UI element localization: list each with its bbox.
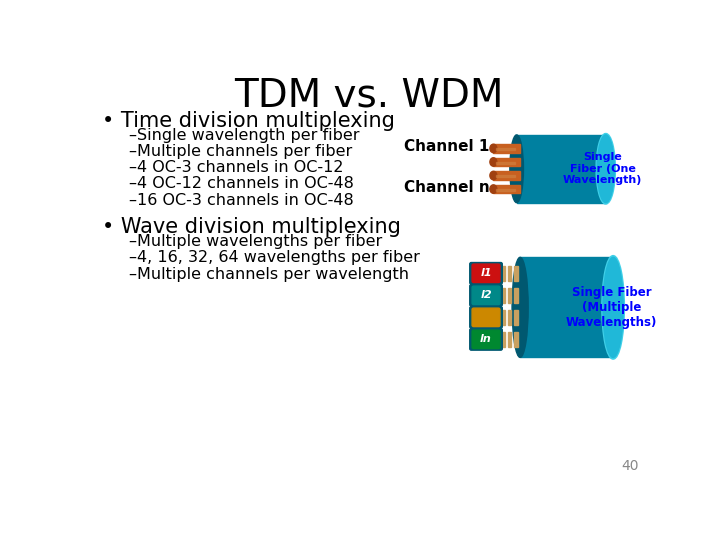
Bar (495, 288, 499, 303)
Bar (502, 332, 505, 347)
Ellipse shape (490, 171, 497, 180)
Text: TDM vs. WDM: TDM vs. WDM (234, 76, 504, 114)
FancyBboxPatch shape (469, 285, 503, 306)
Bar (497, 175, 515, 178)
Bar (502, 309, 505, 325)
Ellipse shape (597, 135, 614, 202)
Text: 40: 40 (621, 459, 639, 473)
Bar (508, 288, 511, 303)
Bar (493, 144, 520, 153)
FancyBboxPatch shape (472, 286, 500, 305)
Bar (502, 288, 505, 303)
Ellipse shape (490, 185, 497, 193)
Text: –4 OC-3 channels in OC-12: –4 OC-3 channels in OC-12 (129, 160, 343, 176)
Text: • Time division multiplexing: • Time division multiplexing (102, 111, 395, 131)
Bar (517, 135, 606, 202)
Bar (514, 309, 518, 325)
Text: –4 OC-12 channels in OC-48: –4 OC-12 channels in OC-48 (129, 177, 354, 192)
Bar (508, 266, 511, 281)
FancyBboxPatch shape (472, 308, 500, 327)
Bar (497, 161, 515, 164)
Text: –4, 16, 32, 64 wavelengths per fiber: –4, 16, 32, 64 wavelengths per fiber (129, 251, 420, 265)
FancyBboxPatch shape (469, 262, 503, 284)
Text: Single
Fiber (One
Wavelength): Single Fiber (One Wavelength) (563, 152, 642, 185)
Ellipse shape (603, 257, 624, 357)
Text: –Multiple wavelengths per fiber: –Multiple wavelengths per fiber (129, 234, 382, 249)
Text: –16 OC-3 channels in OC-48: –16 OC-3 channels in OC-48 (129, 193, 354, 207)
Text: l1: l1 (480, 268, 492, 278)
Bar (514, 332, 518, 347)
Bar (508, 332, 511, 347)
Bar (495, 266, 499, 281)
Ellipse shape (510, 135, 523, 202)
Bar (493, 185, 520, 193)
Bar (495, 332, 499, 347)
FancyBboxPatch shape (469, 307, 503, 328)
FancyBboxPatch shape (472, 330, 500, 349)
FancyBboxPatch shape (469, 329, 503, 350)
Bar (514, 266, 518, 281)
Bar (508, 309, 511, 325)
Bar (493, 171, 520, 180)
Bar (502, 266, 505, 281)
Bar (514, 288, 518, 303)
Ellipse shape (490, 144, 497, 153)
Text: • Wave division multiplexing: • Wave division multiplexing (102, 217, 400, 237)
Ellipse shape (490, 158, 497, 166)
Bar (495, 309, 499, 325)
Bar (497, 188, 515, 191)
Bar (497, 148, 515, 150)
Bar (493, 158, 520, 166)
Text: –Multiple channels per fiber: –Multiple channels per fiber (129, 144, 352, 159)
Text: Single Fiber
(Multiple
Wavelengths): Single Fiber (Multiple Wavelengths) (566, 286, 657, 329)
Text: Channel n: Channel n (404, 180, 490, 195)
Text: ln: ln (480, 334, 492, 345)
Ellipse shape (512, 257, 528, 357)
Bar (520, 257, 613, 357)
Text: –Multiple channels per wavelength: –Multiple channels per wavelength (129, 267, 409, 281)
Text: Channel 1: Channel 1 (404, 139, 490, 154)
Text: l2: l2 (480, 291, 492, 300)
FancyBboxPatch shape (472, 264, 500, 282)
Text: –Single wavelength per fiber: –Single wavelength per fiber (129, 128, 359, 143)
